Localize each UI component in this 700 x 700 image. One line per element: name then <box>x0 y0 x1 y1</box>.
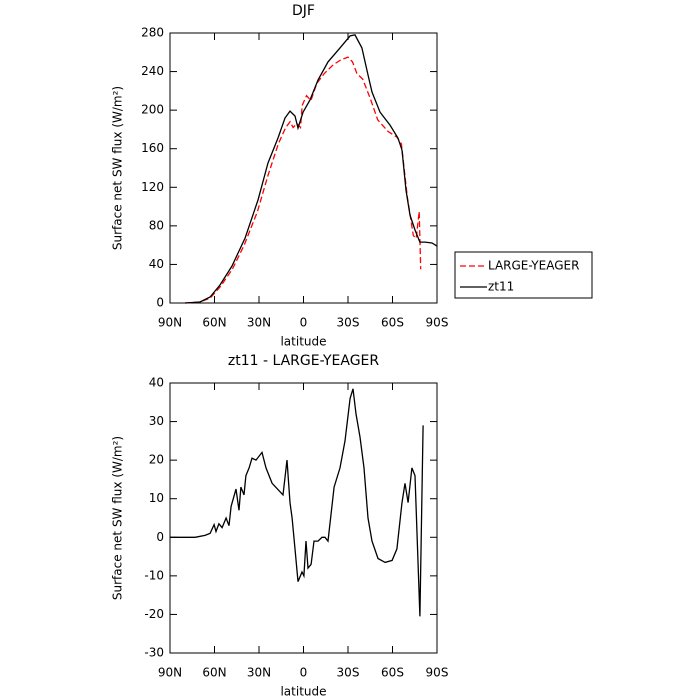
chart-title: DJF <box>292 3 315 19</box>
data-line <box>184 34 438 304</box>
legend-box <box>454 251 593 299</box>
plot-frame <box>169 32 438 304</box>
legend-label: LARGE-YEAGER <box>488 259 579 273</box>
y-tick-label: -20 <box>144 607 164 621</box>
x-tick-label: 60S <box>381 316 404 330</box>
y-tick-label: 280 <box>141 26 164 40</box>
legend: LARGE-YEAGER zt11 <box>454 251 593 299</box>
y-tick-label: 160 <box>141 141 164 155</box>
x-tick-label: 30N <box>247 316 271 330</box>
x-tick-label: 0 <box>300 666 308 680</box>
x-tick-label: 90S <box>426 316 449 330</box>
x-tick-label: 60N <box>202 316 226 330</box>
x-tick-label: 90N <box>158 666 182 680</box>
y-axis-label: Surface net SW flux (W/m²) <box>111 436 125 600</box>
y-tick-label: 30 <box>149 414 164 428</box>
legend-label: zt11 <box>488 280 514 294</box>
x-tick-label: 60N <box>202 666 226 680</box>
x-tick-label: 0 <box>300 316 308 330</box>
y-tick-label: 0 <box>156 296 164 310</box>
x-tick-label: 30N <box>247 666 271 680</box>
y-tick-label: 120 <box>141 180 164 194</box>
plot-frame <box>169 382 438 654</box>
chart-title: zt11 - LARGE-YEAGER <box>228 353 380 369</box>
data-line <box>184 56 422 304</box>
x-axis-label: latitude <box>280 335 326 349</box>
y-tick-label: -10 <box>144 568 164 582</box>
data-line <box>170 388 424 617</box>
y-tick-label: 80 <box>149 218 164 232</box>
y-tick-label: 10 <box>149 491 164 505</box>
x-tick-label: 90N <box>158 316 182 330</box>
x-axis-label: latitude <box>280 685 326 699</box>
x-tick-label: 30S <box>337 316 360 330</box>
y-tick-label: 0 <box>156 530 164 544</box>
y-tick-label: 40 <box>149 257 164 271</box>
x-tick-label: 60S <box>381 666 404 680</box>
y-tick-label: -30 <box>144 646 164 660</box>
y-axis-label: Surface net SW flux (W/m²) <box>111 86 125 250</box>
y-tick-label: 240 <box>141 64 164 78</box>
x-tick-label: 90S <box>426 666 449 680</box>
x-tick-label: 30S <box>337 666 360 680</box>
y-tick-label: 40 <box>149 376 164 390</box>
y-tick-label: 20 <box>149 453 164 467</box>
y-tick-label: 200 <box>141 103 164 117</box>
